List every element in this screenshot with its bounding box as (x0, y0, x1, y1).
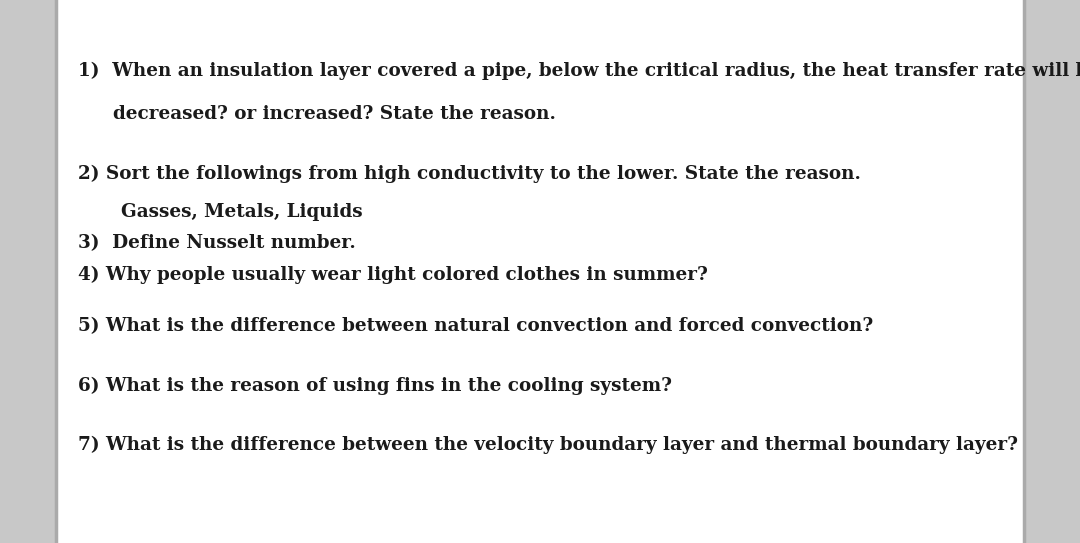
Text: 1)  When an insulation layer covered a pipe, below the critical radius, the heat: 1) When an insulation layer covered a pi… (78, 61, 1080, 80)
Text: 3)  Define Nusselt number.: 3) Define Nusselt number. (78, 233, 355, 252)
Bar (56, 0, 1024, 543)
Text: decreased? or increased? State the reason.: decreased? or increased? State the reaso… (113, 105, 556, 123)
Text: 4) Why people usually wear light colored clothes in summer?: 4) Why people usually wear light colored… (78, 266, 707, 285)
Text: 6) What is the reason of using fins in the cooling system?: 6) What is the reason of using fins in t… (78, 376, 672, 395)
Text: 2) Sort the followings from high conductivity to the lower. State the reason.: 2) Sort the followings from high conduct… (78, 165, 861, 183)
Text: 5) What is the difference between natural convection and forced convection?: 5) What is the difference between natura… (78, 317, 873, 335)
Text: Gasses, Metals, Liquids: Gasses, Metals, Liquids (121, 203, 363, 221)
Text: 7) What is the difference between the velocity boundary layer and thermal bounda: 7) What is the difference between the ve… (78, 436, 1017, 454)
